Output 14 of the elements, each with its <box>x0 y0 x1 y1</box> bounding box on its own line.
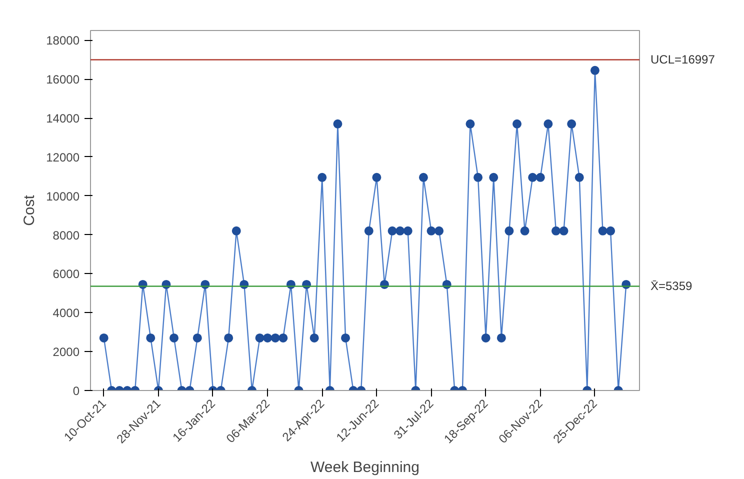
x-axis-title: Week Beginning <box>310 459 420 476</box>
ref-line-label: X̄=5359 <box>650 279 693 294</box>
y-tick-label: 18000 <box>46 34 80 48</box>
ref-line-label: UCL=16997 <box>650 52 716 67</box>
y-tick-label: 10000 <box>46 189 80 204</box>
y-tick-label: 0 <box>72 384 80 398</box>
y-tick-label: 8000 <box>52 228 80 242</box>
y-tick-label: 16000 <box>46 72 80 87</box>
y-tick-label: 12000 <box>46 150 80 164</box>
y-tick-label: 2000 <box>52 345 80 360</box>
y-axis-title: Cost <box>21 194 38 226</box>
y-tick-label: 4000 <box>52 306 80 320</box>
y-tick-label: 14000 <box>46 112 80 126</box>
y-tick-label: 6000 <box>52 267 80 282</box>
